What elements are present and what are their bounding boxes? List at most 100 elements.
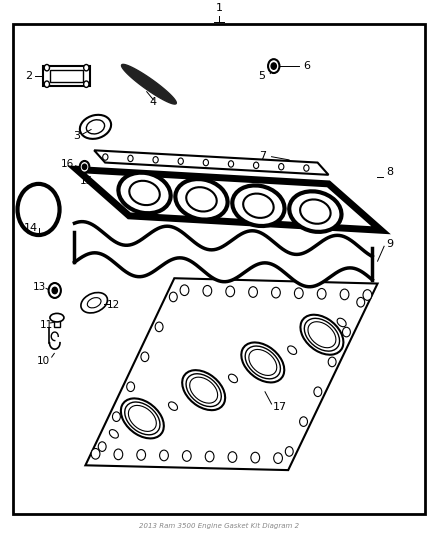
Circle shape [272, 287, 280, 298]
Ellipse shape [186, 374, 221, 407]
Ellipse shape [110, 430, 118, 438]
Circle shape [251, 453, 260, 463]
Circle shape [228, 452, 237, 463]
Circle shape [102, 154, 108, 160]
Text: 2: 2 [25, 71, 32, 81]
Circle shape [363, 290, 372, 301]
Ellipse shape [241, 342, 284, 383]
Text: 2013 Ram 3500 Engine Gasket Kit Diagram 2: 2013 Ram 3500 Engine Gasket Kit Diagram … [139, 523, 299, 529]
Ellipse shape [300, 314, 343, 355]
Circle shape [153, 157, 158, 163]
Circle shape [155, 322, 163, 332]
Circle shape [159, 450, 168, 461]
FancyBboxPatch shape [54, 318, 60, 327]
Ellipse shape [190, 377, 218, 403]
Ellipse shape [337, 318, 346, 327]
Ellipse shape [118, 173, 171, 213]
Circle shape [180, 285, 189, 296]
Circle shape [84, 81, 89, 87]
Circle shape [304, 165, 309, 171]
FancyBboxPatch shape [13, 24, 425, 514]
Ellipse shape [243, 193, 274, 218]
Circle shape [44, 64, 49, 71]
Circle shape [343, 327, 350, 337]
Ellipse shape [186, 187, 217, 212]
Circle shape [44, 81, 49, 87]
Text: 14: 14 [24, 223, 38, 233]
Circle shape [271, 63, 276, 69]
Polygon shape [50, 70, 83, 82]
Circle shape [228, 161, 233, 167]
Circle shape [274, 453, 283, 464]
Ellipse shape [229, 374, 237, 383]
Circle shape [137, 449, 145, 460]
Circle shape [314, 387, 322, 397]
Ellipse shape [182, 370, 225, 410]
Circle shape [357, 297, 365, 307]
Ellipse shape [300, 199, 331, 224]
Text: 17: 17 [272, 402, 286, 411]
Text: 4: 4 [150, 98, 157, 107]
Circle shape [80, 161, 89, 173]
Circle shape [268, 59, 279, 73]
Circle shape [317, 288, 326, 299]
Circle shape [113, 412, 120, 422]
Ellipse shape [121, 398, 164, 439]
Circle shape [226, 286, 235, 297]
Circle shape [128, 155, 133, 161]
Circle shape [254, 162, 259, 168]
Ellipse shape [125, 402, 160, 435]
Ellipse shape [245, 346, 280, 379]
Circle shape [249, 287, 258, 297]
Ellipse shape [86, 120, 105, 134]
Circle shape [178, 158, 184, 164]
Text: 6: 6 [303, 61, 310, 71]
Circle shape [84, 64, 89, 71]
Text: 7: 7 [259, 151, 266, 161]
Circle shape [98, 442, 106, 451]
Ellipse shape [80, 115, 111, 139]
Ellipse shape [288, 346, 297, 354]
Ellipse shape [81, 293, 107, 313]
Circle shape [279, 164, 284, 170]
Circle shape [82, 164, 87, 169]
Ellipse shape [232, 185, 285, 226]
Polygon shape [77, 169, 381, 230]
Ellipse shape [129, 181, 160, 205]
Text: 9: 9 [386, 239, 393, 248]
Circle shape [340, 289, 349, 300]
Text: 5: 5 [258, 71, 265, 80]
Circle shape [170, 292, 177, 302]
Circle shape [127, 382, 134, 392]
Circle shape [205, 451, 214, 462]
Ellipse shape [50, 313, 64, 322]
Circle shape [49, 283, 61, 298]
Circle shape [328, 357, 336, 367]
Ellipse shape [308, 322, 336, 348]
Text: 10: 10 [36, 357, 49, 366]
Polygon shape [74, 222, 372, 287]
Circle shape [300, 417, 307, 426]
Polygon shape [85, 278, 378, 470]
Text: 16: 16 [61, 159, 74, 169]
Text: 3: 3 [73, 132, 80, 141]
Polygon shape [94, 150, 328, 175]
Text: 13: 13 [33, 282, 46, 292]
Ellipse shape [87, 297, 101, 308]
Circle shape [294, 288, 303, 298]
Text: 15: 15 [80, 176, 93, 186]
Polygon shape [43, 66, 90, 86]
Ellipse shape [289, 191, 342, 232]
Ellipse shape [128, 406, 156, 431]
Circle shape [141, 352, 149, 361]
Circle shape [182, 451, 191, 462]
Polygon shape [121, 64, 177, 104]
Text: 8: 8 [386, 167, 393, 177]
Circle shape [285, 447, 293, 456]
Text: 12: 12 [106, 300, 120, 310]
Ellipse shape [304, 318, 339, 351]
Text: 1: 1 [215, 3, 223, 13]
Circle shape [203, 286, 212, 296]
Circle shape [203, 159, 208, 166]
Ellipse shape [175, 179, 228, 220]
